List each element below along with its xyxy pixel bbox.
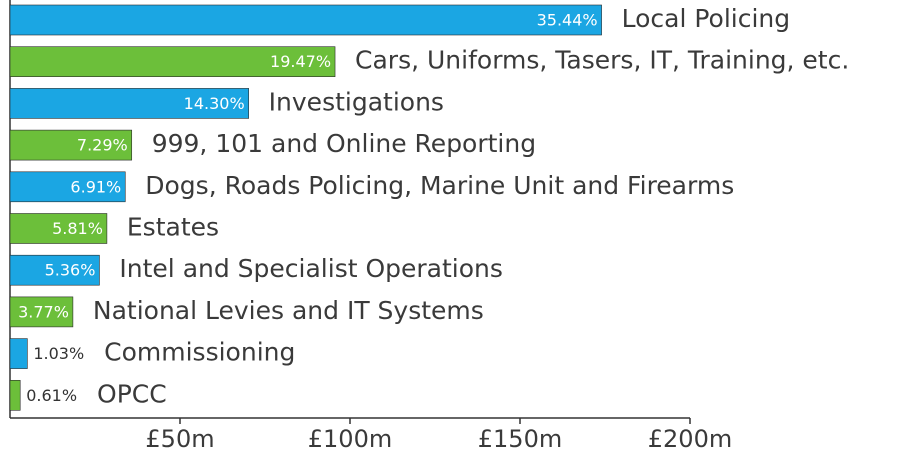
value-label: 14.30%: [184, 94, 245, 113]
value-label: 19.47%: [270, 52, 331, 71]
value-label: 5.81%: [52, 219, 103, 238]
category-label: Dogs, Roads Policing, Marine Unit and Fi…: [145, 171, 734, 200]
category-label: Estates: [127, 213, 219, 242]
value-label: 7.29%: [77, 136, 128, 155]
x-tick-label: £50m: [145, 425, 214, 453]
bar: [9, 254, 100, 286]
bar: [9, 379, 21, 411]
bar: [9, 171, 126, 203]
category-label: Commissioning: [104, 338, 295, 367]
category-label: Local Policing: [622, 4, 791, 33]
bar: [9, 213, 108, 244]
value-label: 1.03%: [33, 344, 84, 363]
value-label: 3.77%: [18, 302, 69, 321]
bar: [9, 4, 602, 36]
bar: [9, 129, 133, 161]
value-label: 6.91%: [70, 177, 121, 196]
bar: [9, 296, 74, 328]
bar: [9, 46, 336, 78]
category-label: Cars, Uniforms, Tasers, IT, Training, et…: [355, 46, 849, 75]
bar: [9, 88, 249, 119]
category-label: 999, 101 and Online Reporting: [152, 129, 536, 158]
bar: [9, 338, 28, 369]
category-label: OPCC: [97, 379, 167, 408]
x-tick-label: £100m: [308, 425, 392, 453]
category-label: Investigations: [269, 87, 444, 116]
category-label: National Levies and IT Systems: [93, 296, 484, 325]
value-label: 5.36%: [45, 261, 96, 280]
category-label: Intel and Specialist Operations: [119, 254, 503, 283]
x-tick-label: £200m: [648, 425, 732, 453]
value-label: 35.44%: [537, 11, 598, 30]
x-tick-label: £150m: [478, 425, 562, 453]
value-label: 0.61%: [26, 386, 77, 405]
